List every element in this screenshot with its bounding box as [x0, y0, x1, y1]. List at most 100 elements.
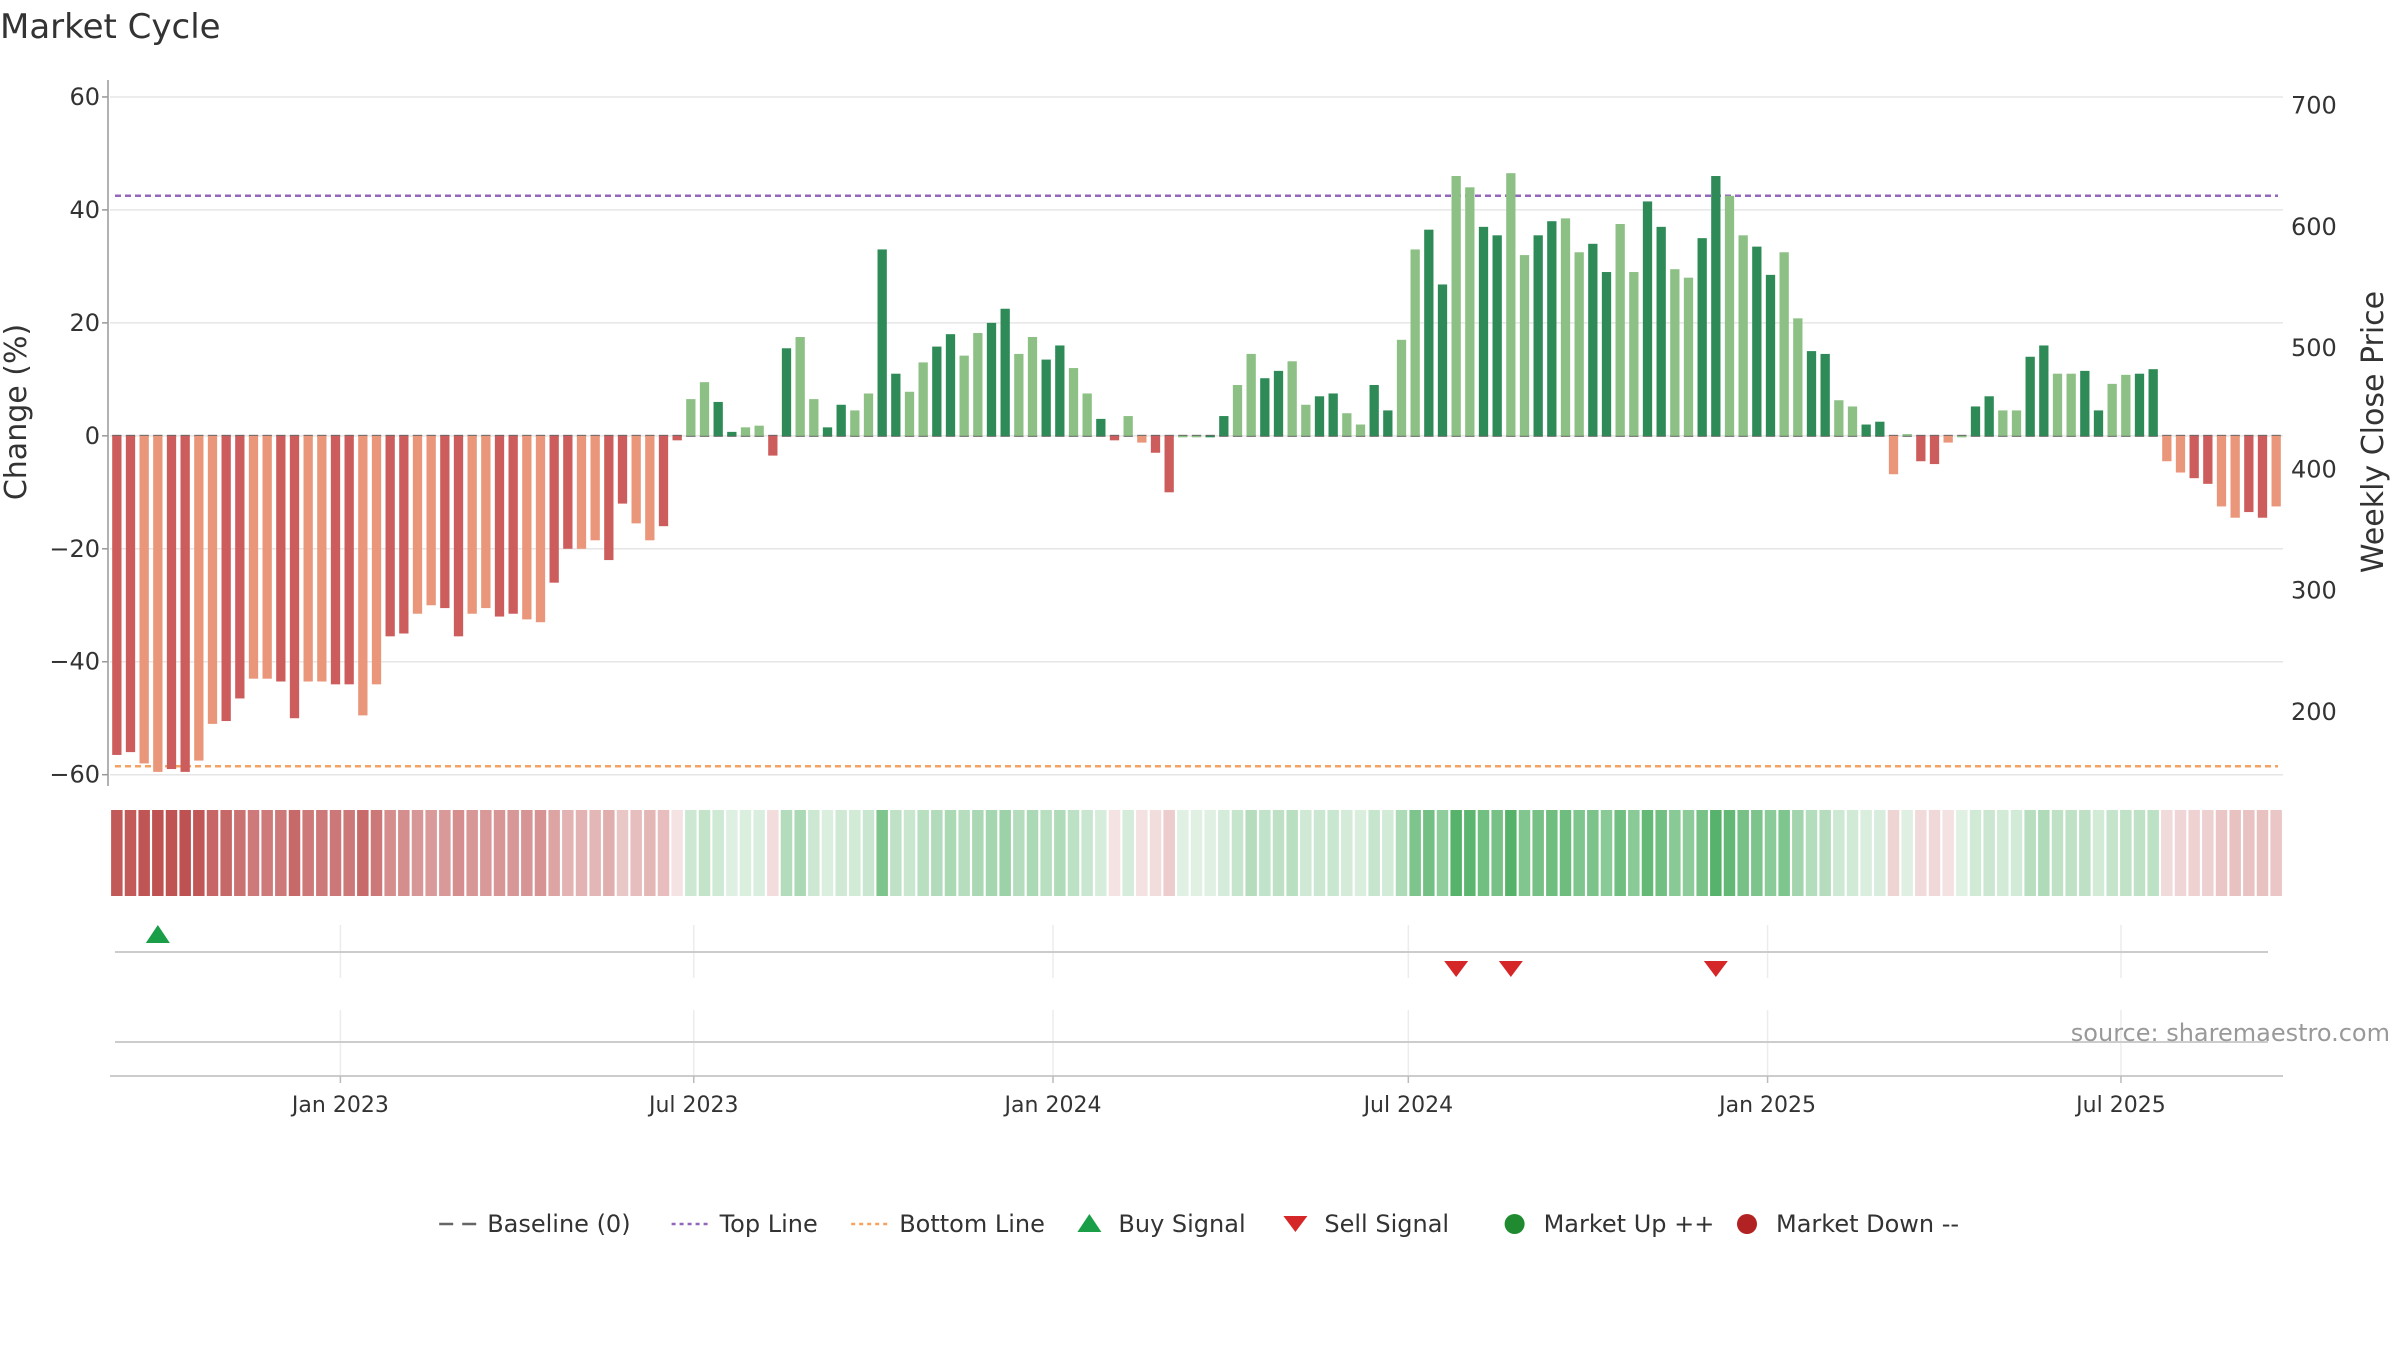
bar	[385, 435, 395, 637]
heat-cell	[2147, 810, 2159, 896]
bar	[1287, 361, 1297, 436]
bar	[1765, 274, 1776, 436]
heat-cell	[1682, 810, 1695, 896]
bar	[986, 322, 997, 436]
bar	[2025, 356, 2035, 436]
heat-cell	[1778, 810, 1790, 896]
y-tick-label: −40	[49, 648, 100, 676]
bar	[522, 435, 532, 620]
bar	[2039, 345, 2049, 436]
bar	[1328, 393, 1338, 436]
heat-cell	[111, 810, 123, 896]
heat-cell	[630, 810, 642, 896]
heat-cell	[1819, 810, 1831, 896]
bar	[2257, 435, 2268, 518]
heat-cell	[657, 810, 670, 896]
y-tick-label: 20	[69, 309, 100, 337]
bar	[795, 336, 805, 436]
bar	[2066, 373, 2076, 436]
bar	[768, 435, 778, 456]
heat-cell	[2051, 810, 2064, 896]
bar	[1574, 252, 1584, 436]
x-tick-label: Jul 2025	[2074, 1093, 2166, 1118]
heat-cell	[2079, 810, 2091, 896]
heat-cell	[1341, 810, 1353, 896]
sell-signal-marker	[1703, 961, 1728, 977]
legend-item: Bottom Line	[851, 1210, 1045, 1238]
bar	[2271, 435, 2281, 507]
bar	[822, 427, 833, 436]
bar	[1000, 308, 1010, 436]
heat-cell	[493, 810, 506, 896]
heat-cell	[452, 810, 465, 896]
heat-cell	[288, 810, 301, 896]
bar	[453, 435, 464, 637]
heat-cell	[1600, 810, 1613, 896]
legend-label: Sell Signal	[1324, 1210, 1449, 1238]
legend-label: Buy Signal	[1118, 1210, 1245, 1238]
heat-cell	[193, 810, 205, 896]
bar	[1342, 413, 1352, 436]
y2-tick-label: 500	[2291, 334, 2337, 362]
heat-cell	[2010, 810, 2023, 896]
bar	[809, 399, 819, 436]
bar	[1875, 421, 1885, 436]
sell-signal-marker	[1498, 961, 1523, 977]
bar	[289, 435, 300, 719]
bar	[1068, 368, 1079, 436]
bar	[1301, 404, 1311, 436]
y2-axis: 700 600 500 400 300 200	[2291, 91, 2337, 726]
bar	[1642, 201, 1653, 436]
bar	[1943, 435, 1953, 443]
heat-cell	[1764, 810, 1777, 896]
bar	[153, 435, 163, 772]
bar	[1888, 435, 1899, 475]
bar	[221, 435, 231, 722]
x-tick-label: Jan 2024	[1003, 1093, 1102, 1118]
heat-cell	[548, 810, 560, 896]
y-tick-label: −60	[49, 761, 100, 789]
heat-cell	[1587, 810, 1599, 896]
heat-cell	[999, 810, 1011, 896]
bar	[1478, 226, 1489, 436]
heat-cell	[2038, 810, 2050, 896]
buy-signal-marker	[145, 925, 170, 943]
heat-cell	[2161, 810, 2173, 896]
bar	[2203, 435, 2213, 484]
bar	[1656, 226, 1666, 436]
heat-cell	[835, 810, 847, 896]
legend-item: Buy Signal	[1077, 1210, 1246, 1238]
heat-cell	[794, 810, 806, 896]
heat-cell	[1860, 810, 1872, 896]
bar	[1683, 277, 1694, 436]
heat-cell	[1792, 810, 1804, 896]
heat-cell	[411, 810, 424, 896]
legend-label: Market Up ++	[1544, 1210, 1715, 1238]
bar	[2189, 435, 2199, 479]
heat-cell	[302, 810, 314, 896]
bar	[590, 435, 600, 541]
heat-cell	[2270, 810, 2282, 896]
heat-cell	[876, 810, 888, 896]
bar	[1547, 221, 1557, 436]
bar	[727, 431, 737, 436]
heat-cell	[972, 810, 984, 896]
bar	[2244, 435, 2254, 513]
heat-cell	[1149, 810, 1162, 896]
bar	[1355, 424, 1366, 436]
bar	[1082, 393, 1092, 436]
heat-cell	[1190, 810, 1203, 896]
legend-label: Top Line	[719, 1210, 818, 1238]
x-tick-label: Jul 2023	[647, 1093, 739, 1118]
heat-cell	[2024, 810, 2036, 896]
heat-cell	[1491, 810, 1503, 896]
bar	[959, 355, 969, 436]
legend-label: Bottom Line	[899, 1210, 1045, 1238]
heat-cell	[890, 810, 902, 896]
heat-cell	[2229, 810, 2241, 896]
heat-cell	[247, 810, 260, 896]
heat-cell	[917, 810, 929, 896]
heat-cell	[179, 810, 191, 896]
bar	[1820, 353, 1830, 436]
bar	[358, 435, 368, 716]
